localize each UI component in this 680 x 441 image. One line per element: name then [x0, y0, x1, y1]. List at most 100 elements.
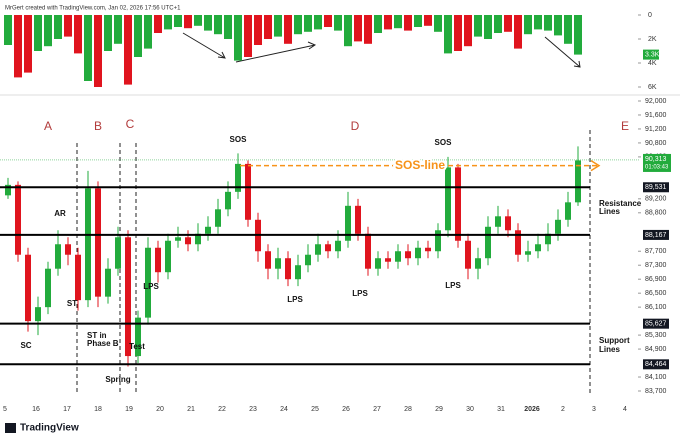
- annotation: SOS: [230, 135, 248, 144]
- level-label: 89,531: [645, 184, 667, 191]
- candle-body: [575, 160, 581, 203]
- candle-body: [235, 163, 241, 192]
- annotation: ST in: [87, 331, 107, 340]
- candle-body: [345, 205, 351, 241]
- volume-bar: [414, 15, 422, 27]
- candle-body: [35, 307, 41, 322]
- y-tick-label: 89,200: [645, 196, 667, 203]
- volume-bar: [234, 15, 242, 61]
- volume-bar: [184, 15, 192, 29]
- x-tick-label: 29: [435, 406, 443, 413]
- candle-body: [375, 258, 381, 269]
- x-tick-label: 3: [592, 406, 596, 413]
- candle-body: [45, 268, 51, 308]
- candle-body: [495, 216, 501, 227]
- volume-bar: [424, 15, 432, 26]
- candle-body: [355, 205, 361, 234]
- annotation: LPS: [143, 282, 159, 291]
- volume-bar: [54, 15, 62, 39]
- candle-body: [465, 240, 471, 269]
- candle-body: [5, 184, 11, 196]
- y-tick-label: 86,900: [645, 276, 667, 283]
- volume-bar: [304, 15, 312, 32]
- volume-bar: [374, 15, 382, 33]
- volume-bar: [174, 15, 182, 27]
- candle-body: [525, 251, 531, 255]
- annotation: LPS: [352, 289, 368, 298]
- annotation: LPS: [287, 295, 303, 304]
- volume-bar: [514, 15, 522, 49]
- candle-body: [285, 258, 291, 280]
- brand-logo: [5, 423, 16, 433]
- y-tick-label: 91,600: [645, 112, 667, 119]
- volume-bar: [124, 15, 132, 85]
- candle-body: [225, 191, 231, 210]
- volume-bar: [314, 15, 322, 30]
- x-tick-label: 20: [156, 406, 164, 413]
- phase-dividers: [76, 130, 591, 394]
- level-box: [643, 229, 669, 240]
- volume-bar: [24, 15, 32, 73]
- phase-label: A: [44, 119, 52, 133]
- candle-body: [545, 233, 551, 245]
- candle-body: [105, 268, 111, 297]
- volume-bar: [564, 15, 572, 44]
- phase-label: D: [351, 119, 360, 133]
- volume-bar: [524, 15, 532, 35]
- volume-last-label: 3.3K: [645, 51, 660, 58]
- volume-bar: [544, 15, 552, 31]
- volume-bar: [384, 15, 392, 30]
- volume-bar: [494, 15, 502, 33]
- candle-body: [75, 254, 81, 301]
- volume-tick-label: 0: [648, 12, 652, 19]
- candle-body: [25, 254, 31, 322]
- volume-tick-label: 6K: [648, 84, 657, 91]
- volume-bar: [534, 15, 542, 30]
- candle-body: [15, 184, 21, 255]
- candle-body: [555, 219, 561, 234]
- candle-body: [445, 167, 451, 231]
- volume-last-box: [643, 49, 659, 60]
- candle-body: [315, 244, 321, 255]
- candle-body: [245, 163, 251, 220]
- candle-body: [435, 230, 441, 252]
- level-box: [643, 182, 669, 193]
- x-tick-label: 30: [466, 406, 474, 413]
- phase-label: B: [94, 119, 102, 133]
- volume-bar: [574, 15, 582, 55]
- x-tick-label: 27: [373, 406, 381, 413]
- candle-body: [505, 216, 511, 231]
- candle-body: [415, 247, 421, 259]
- volume-bar: [4, 15, 12, 45]
- candle-body: [295, 265, 301, 280]
- volume-bar: [194, 15, 202, 26]
- y-tick-label: 86,500: [645, 290, 667, 297]
- annotation: Test: [129, 342, 145, 351]
- volume-bar: [104, 15, 112, 51]
- volume-bar: [454, 15, 462, 51]
- y-tick-label: 91,200: [645, 126, 667, 133]
- candle-body: [115, 237, 121, 269]
- level-box: [643, 359, 669, 370]
- candle-body: [95, 188, 101, 297]
- y-tick-label: 87,700: [645, 248, 667, 255]
- level-box: [643, 318, 669, 329]
- x-tick-label: 19: [125, 406, 133, 413]
- annotation: AR: [54, 209, 66, 218]
- volume-bar: [474, 15, 482, 37]
- y-tick-label: 90,800: [645, 140, 667, 147]
- phase-label: C: [126, 117, 135, 131]
- candle-body: [335, 240, 341, 252]
- volume-bar: [144, 15, 152, 49]
- header: MrGert created with TradingView.com, Jan…: [5, 6, 181, 12]
- x-tick-label: 21: [187, 406, 195, 413]
- y-tick-label: 85,300: [645, 332, 667, 339]
- candle-body: [165, 240, 171, 273]
- volume-bar: [434, 15, 442, 32]
- last-price-label: 90,313: [645, 156, 667, 163]
- y-tick-label: 86,100: [645, 304, 667, 311]
- volume-bar: [464, 15, 472, 47]
- volume-bar: [14, 15, 22, 78]
- candle-body: [185, 237, 191, 245]
